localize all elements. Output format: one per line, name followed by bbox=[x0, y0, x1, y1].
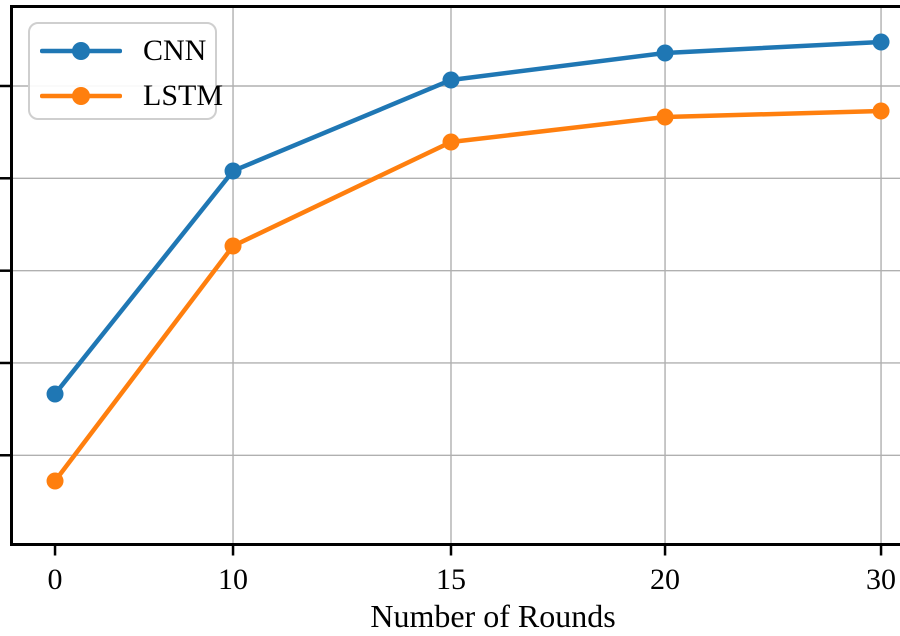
x-tick-label: 10 bbox=[218, 563, 248, 596]
lstm-data-point bbox=[872, 102, 890, 120]
lstm-line bbox=[52, 108, 884, 484]
x-tick-label: 0 bbox=[48, 563, 63, 596]
legend: CNN LSTM bbox=[28, 22, 223, 120]
lstm-data-point bbox=[656, 108, 674, 126]
lstm-data-point bbox=[224, 237, 242, 255]
legend-item-lstm: LSTM bbox=[30, 75, 223, 119]
x-tick-label: 20 bbox=[650, 563, 680, 596]
cnn-data-point bbox=[442, 71, 460, 89]
cnn-data-point bbox=[872, 33, 890, 51]
lstm-legend-marker-icon bbox=[40, 87, 122, 106]
cnn-data-point bbox=[656, 44, 674, 62]
x-tick-label: 30 bbox=[866, 563, 896, 596]
cnn-legend-marker-icon bbox=[40, 41, 122, 60]
x-axis-label: Number of Rounds bbox=[370, 598, 616, 634]
lstm-data-point bbox=[46, 472, 64, 490]
legend-label-cnn: CNN bbox=[143, 33, 207, 67]
cnn-data-point bbox=[224, 162, 242, 180]
legend-label-lstm: LSTM bbox=[143, 79, 224, 113]
lstm-data-point bbox=[442, 133, 460, 151]
cnn-data-point bbox=[46, 385, 64, 403]
legend-item-cnn: CNN bbox=[30, 29, 215, 73]
x-tick-label: 15 bbox=[436, 563, 466, 596]
